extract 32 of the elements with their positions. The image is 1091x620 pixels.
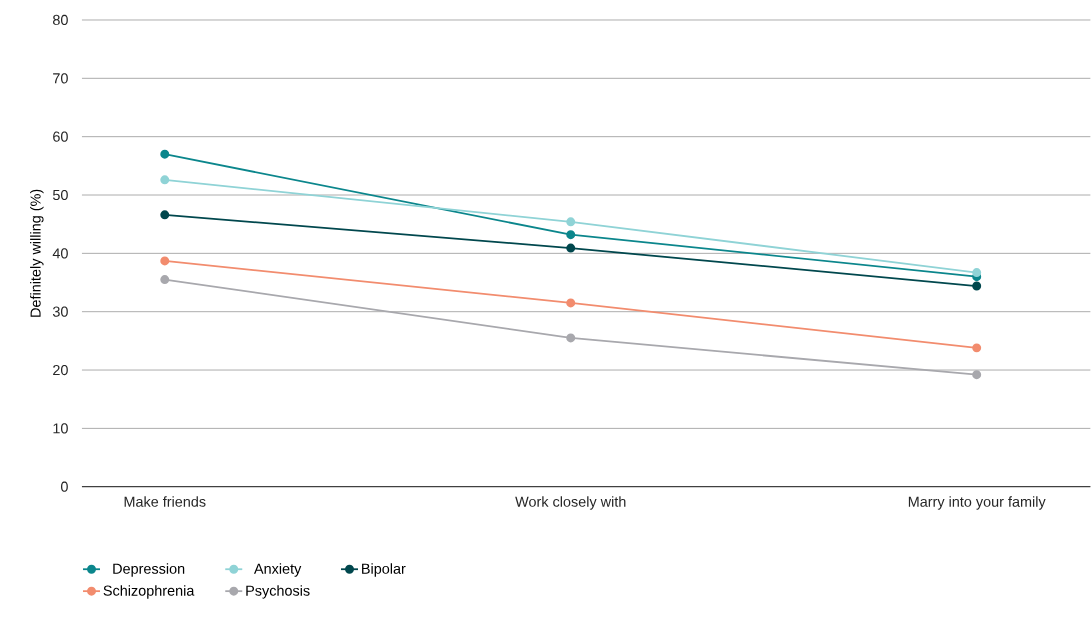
y-tick-label: 30 <box>52 306 68 317</box>
point <box>972 343 982 353</box>
y-tick-label: 0 <box>60 481 68 492</box>
point <box>566 333 576 343</box>
point <box>972 281 982 291</box>
legend-label: Schizophrenia <box>103 585 195 599</box>
x-tick-label: Make friends <box>124 496 206 508</box>
point <box>972 268 982 278</box>
point <box>972 370 982 380</box>
point <box>566 243 576 253</box>
y-tick-label: 70 <box>53 73 68 84</box>
y-tick-label: 40 <box>52 248 68 259</box>
y-tick-label: 80 <box>53 15 68 26</box>
legend-label: Depression <box>113 563 185 577</box>
point <box>160 175 170 185</box>
point <box>566 298 576 308</box>
point <box>160 275 170 285</box>
y-axis-title: Definitely willing (%) <box>30 189 44 317</box>
point <box>566 230 576 240</box>
y-tick-label: 50 <box>52 190 68 201</box>
legend-label: Anxiety <box>254 563 302 577</box>
point <box>160 210 170 220</box>
y-tick-label: 60 <box>53 131 68 142</box>
point <box>160 149 170 159</box>
point <box>160 256 170 266</box>
legend-label: Psychosis <box>246 585 310 599</box>
x-tick-label: Marry into your family <box>908 496 1046 510</box>
y-tick-label: 20 <box>53 365 68 376</box>
x-tick-label: Work closely with <box>515 496 626 510</box>
legend-label: Bipolar <box>362 563 406 577</box>
y-tick-label: 10 <box>53 423 68 434</box>
point <box>566 217 576 227</box>
